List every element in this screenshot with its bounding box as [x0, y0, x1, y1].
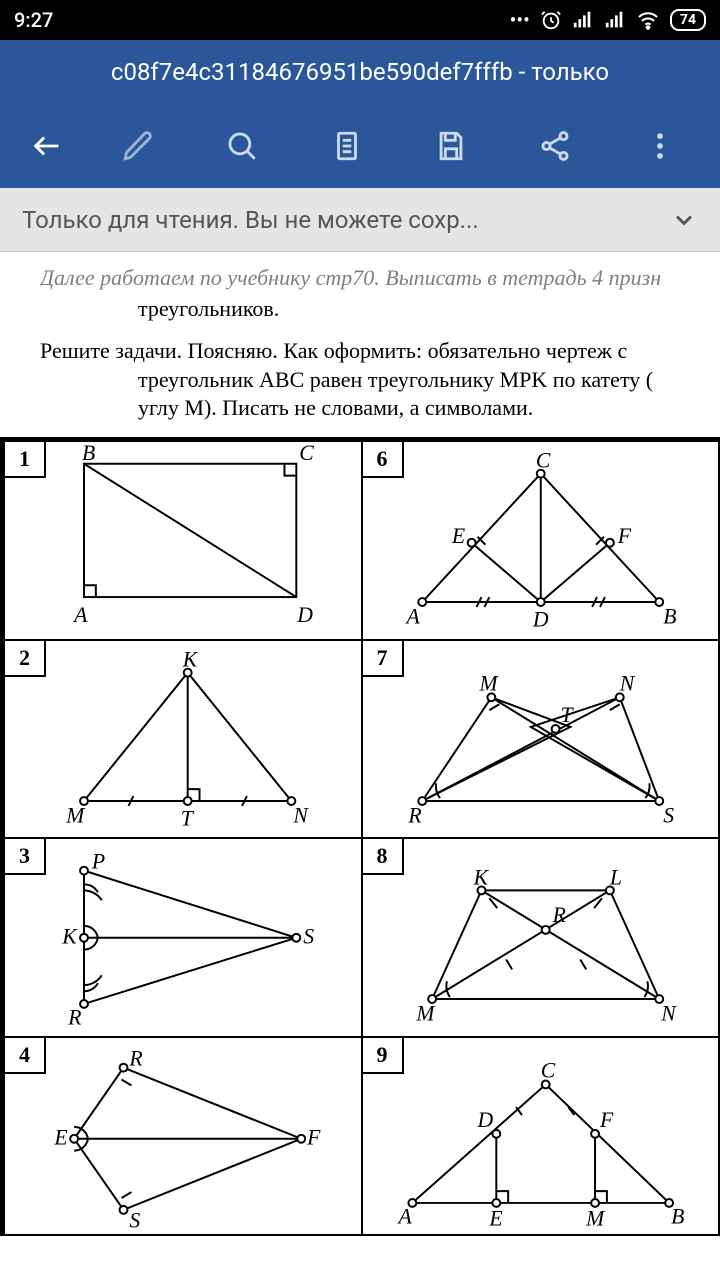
label-L8: L	[608, 866, 621, 890]
cell-6: 6	[362, 441, 720, 640]
battery-indicator: 74	[670, 9, 706, 31]
label-B: B	[82, 442, 95, 465]
label-C9: C	[540, 1058, 555, 1082]
label-C: C	[299, 442, 314, 465]
doc-line-3: углу M). Писать не словами, а символами.	[40, 394, 680, 423]
cell-number-8: 8	[363, 839, 404, 875]
label-N2: N	[292, 803, 309, 827]
label-M9: M	[585, 1206, 606, 1230]
label-R4: R	[128, 1046, 142, 1070]
label-E9: E	[488, 1206, 502, 1230]
document-title-bar: c08f7e4c31184676951be590def7fffb - тольк…	[0, 40, 720, 104]
cell-7: 7	[362, 640, 720, 839]
label-M2: M	[65, 803, 86, 827]
cell-number-1: 1	[5, 442, 46, 478]
label-K2: K	[182, 647, 199, 671]
status-time: 9:27	[14, 8, 510, 32]
label-F9: F	[599, 1108, 614, 1132]
readonly-text: Только для чтения. Вы не можете сохр...	[22, 206, 660, 234]
overflow-button[interactable]	[612, 104, 708, 188]
back-button[interactable]	[12, 104, 82, 188]
cell-number-9: 9	[363, 1038, 404, 1074]
edit-button[interactable]	[90, 104, 186, 188]
search-button[interactable]	[194, 104, 290, 188]
battery-text: 74	[680, 12, 696, 28]
label-M8: M	[415, 1002, 436, 1026]
label-S7: S	[663, 803, 674, 827]
cell-4: 4 R E	[4, 1037, 362, 1236]
readonly-banner[interactable]: Только для чтения. Вы не можете сохр...	[0, 188, 720, 252]
doc-line-cut: Далее работаем по учебнику стр70. Выписа…	[40, 264, 680, 293]
doc-line-2: треугольник ABC равен треугольнику MPK п…	[40, 366, 680, 395]
label-B9: B	[671, 1204, 684, 1228]
signal-icon-1	[572, 9, 594, 31]
cell-9: 9	[362, 1037, 720, 1236]
label-T7: T	[560, 703, 574, 727]
cell-3: 3 P	[4, 838, 362, 1037]
label-R3: R	[67, 1006, 81, 1030]
signal-icon-2	[604, 9, 626, 31]
label-D9: D	[476, 1108, 493, 1132]
toolbar	[0, 104, 720, 188]
cell-8: 8	[362, 838, 720, 1037]
label-D6: D	[531, 608, 548, 632]
label-P3: P	[91, 850, 105, 874]
label-D: D	[296, 603, 313, 627]
label-K3: K	[61, 925, 78, 949]
label-B6: B	[663, 605, 676, 629]
cell-number-6: 6	[363, 442, 404, 478]
document-title: c08f7e4c31184676951be590def7fffb - тольк…	[111, 58, 609, 86]
more-icon: •••	[510, 8, 530, 32]
label-S3: S	[303, 925, 314, 949]
label-T2: T	[181, 806, 195, 830]
page-button[interactable]	[299, 104, 395, 188]
label-A: A	[72, 603, 88, 627]
save-button[interactable]	[403, 104, 499, 188]
label-M7: M	[478, 671, 499, 695]
problems-grid: 1 B C A D	[0, 437, 720, 1236]
wifi-icon	[636, 8, 660, 32]
label-R8: R	[551, 903, 565, 927]
label-A6: A	[404, 605, 420, 629]
alarm-icon	[540, 9, 562, 31]
label-R7: R	[407, 803, 421, 827]
doc-line-1: Решите задачи. Поясняю. Как оформить: об…	[40, 337, 680, 366]
label-C6: C	[535, 449, 550, 473]
label-E6: E	[450, 524, 464, 548]
cell-2: 2 K M	[4, 640, 362, 839]
label-N7: N	[618, 671, 635, 695]
status-icons: ••• 74	[510, 8, 706, 32]
label-S4: S	[129, 1208, 140, 1232]
cell-number-2: 2	[5, 641, 46, 677]
label-A9: A	[396, 1204, 412, 1228]
label-F4: F	[306, 1125, 321, 1149]
share-button[interactable]	[507, 104, 603, 188]
chevron-down-icon	[670, 206, 698, 234]
label-F6: F	[616, 524, 631, 548]
status-bar: 9:27 ••• 74	[0, 0, 720, 40]
label-E4: E	[53, 1125, 67, 1149]
cell-number-3: 3	[5, 839, 46, 875]
label-N8: N	[660, 1002, 677, 1026]
cell-number-4: 4	[5, 1038, 46, 1074]
label-K8: K	[472, 866, 489, 890]
cell-number-7: 7	[363, 641, 404, 677]
doc-line-0b: треугольников.	[40, 295, 680, 324]
document-content[interactable]: Далее работаем по учебнику стр70. Выписа…	[0, 252, 720, 1236]
cell-1: 1 B C A D	[4, 441, 362, 640]
